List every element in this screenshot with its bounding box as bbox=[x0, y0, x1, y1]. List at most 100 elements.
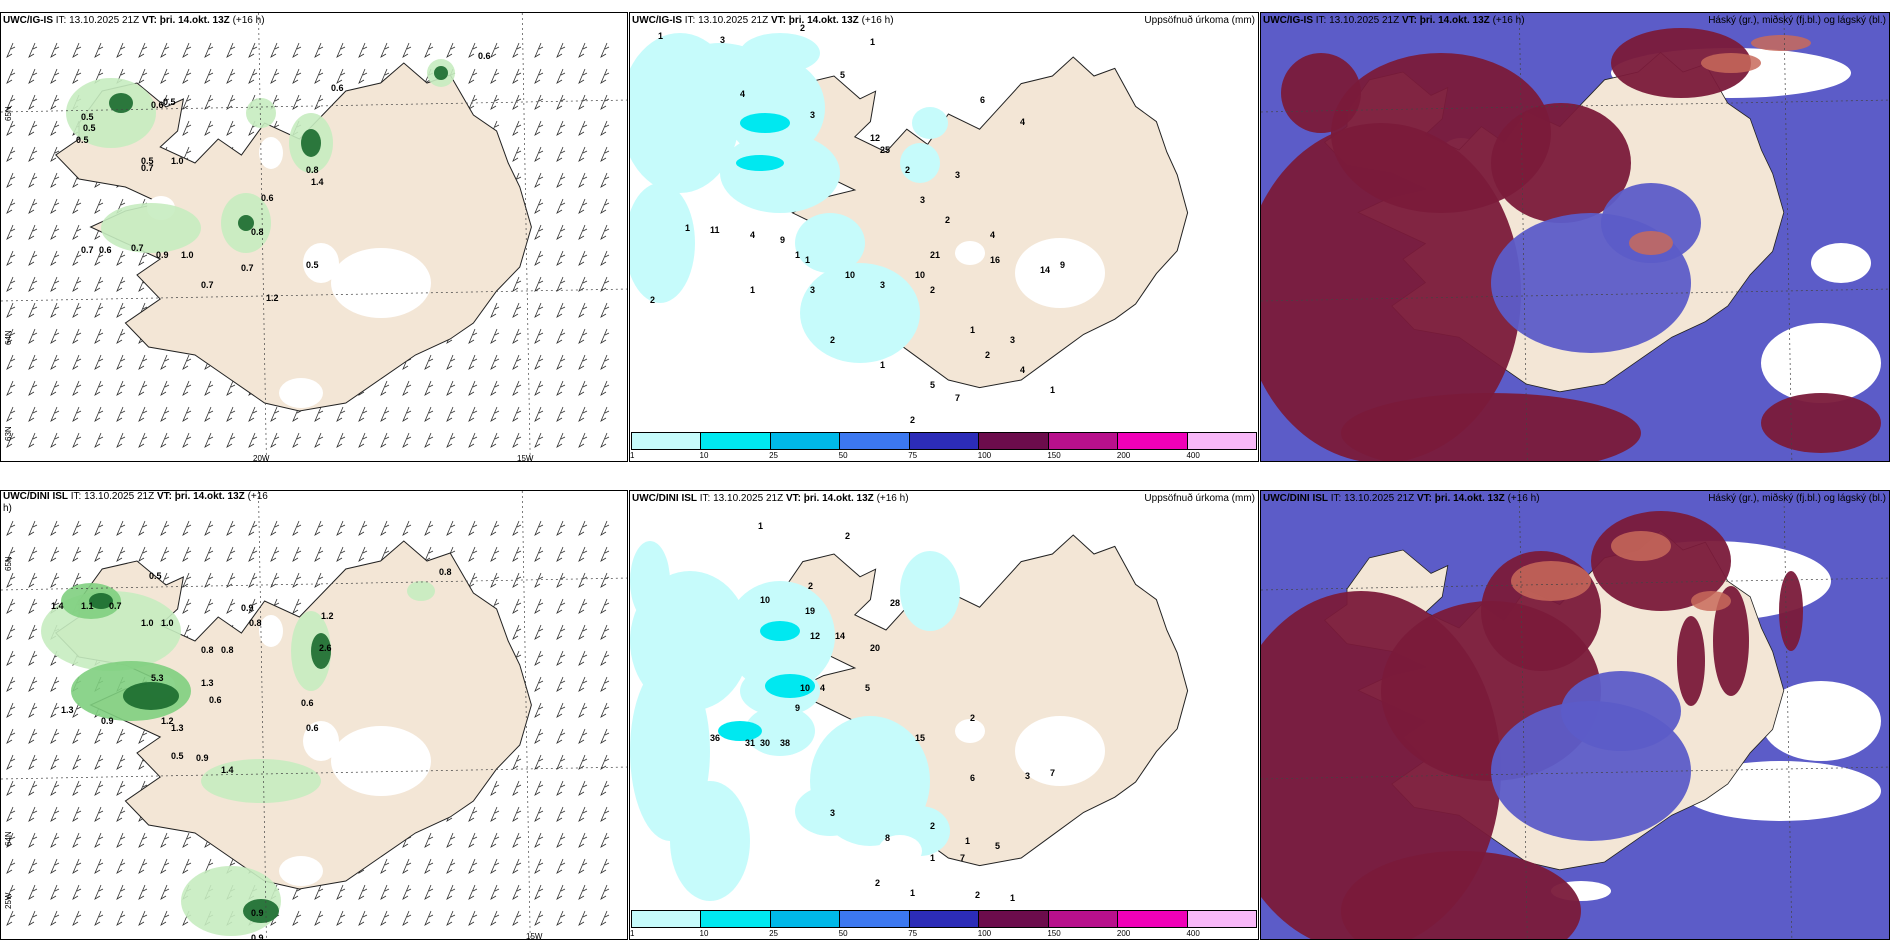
colorbar-tick-label: 10 bbox=[699, 929, 709, 938]
value-label: 0.9 bbox=[156, 250, 169, 260]
value-label: 0.8 bbox=[251, 227, 264, 237]
wind-barb bbox=[204, 520, 214, 536]
wind-barb bbox=[6, 276, 16, 292]
wind-barb bbox=[336, 520, 346, 536]
wind-barb bbox=[28, 702, 38, 718]
value-label: 10 bbox=[760, 595, 770, 605]
wind-barb bbox=[578, 380, 588, 396]
wind-barb bbox=[380, 380, 390, 396]
wind-barb bbox=[6, 676, 16, 692]
wind-barb bbox=[380, 406, 390, 422]
wind-barb bbox=[556, 406, 566, 422]
land-precip bbox=[720, 133, 840, 213]
wind-barb bbox=[204, 68, 214, 84]
snow-field bbox=[434, 66, 448, 80]
wind-barb bbox=[512, 572, 522, 588]
wind-barb bbox=[600, 328, 610, 344]
glacier bbox=[303, 243, 339, 283]
colorbar-segment bbox=[1118, 911, 1188, 927]
wind-barb bbox=[468, 546, 478, 562]
value-label: 0.5 bbox=[163, 97, 176, 107]
value-label: 1.0 bbox=[161, 618, 174, 628]
wind-barb bbox=[72, 702, 82, 718]
wind-barb bbox=[556, 546, 566, 562]
wind-barb bbox=[512, 94, 522, 110]
wind-barb bbox=[50, 276, 60, 292]
wind-barb bbox=[72, 780, 82, 796]
wind-barb bbox=[94, 302, 104, 318]
wind-barb bbox=[578, 806, 588, 822]
wind-barb bbox=[138, 910, 148, 926]
value-label: 0.6 bbox=[151, 100, 164, 110]
wind-barb bbox=[534, 198, 544, 214]
land-precip-heavy bbox=[740, 113, 790, 133]
wind-barb bbox=[50, 832, 60, 848]
map-panel-igis-cloud[interactable]: UWC/IG-IS IT: 13.10.2025 21Z VT: þri. 14… bbox=[1260, 12, 1890, 462]
colorbar-segment bbox=[632, 433, 702, 449]
wind-barb bbox=[600, 728, 610, 744]
wind-barb bbox=[578, 302, 588, 318]
wind-barb bbox=[72, 380, 82, 396]
wind-barb bbox=[292, 598, 302, 614]
wind-barb bbox=[6, 146, 16, 162]
value-label: 0.6 bbox=[478, 51, 491, 61]
wind-barb bbox=[50, 754, 60, 770]
wind-barb bbox=[6, 250, 16, 266]
wind-barb bbox=[50, 354, 60, 370]
value-label: 7 bbox=[955, 393, 960, 403]
wind-barb bbox=[226, 406, 236, 422]
wind-barb bbox=[116, 380, 126, 396]
panel-field-title: Háský (gr.), miðský (fj.bl.) og lágský (… bbox=[1708, 493, 1886, 504]
wind-barb bbox=[600, 380, 610, 396]
wind-barb bbox=[204, 120, 214, 136]
wind-barb bbox=[512, 302, 522, 318]
wind-barb bbox=[6, 546, 16, 562]
wind-barb bbox=[50, 702, 60, 718]
value-label: 1.0 bbox=[181, 250, 194, 260]
value-label: 9 bbox=[780, 235, 785, 245]
value-label: 0.8 bbox=[221, 645, 234, 655]
land-precip bbox=[725, 58, 825, 158]
wind-barb bbox=[490, 832, 500, 848]
wind-barb bbox=[490, 302, 500, 318]
wind-barb bbox=[204, 598, 214, 614]
wind-barb bbox=[600, 520, 610, 536]
wind-barb bbox=[490, 328, 500, 344]
wind-barb bbox=[578, 884, 588, 900]
colorbar-segment bbox=[701, 433, 771, 449]
wind-barb bbox=[534, 224, 544, 240]
wind-barb bbox=[28, 120, 38, 136]
colorbar-tick-label: 100 bbox=[977, 451, 992, 460]
wind-barb bbox=[182, 432, 192, 448]
map-panel-igis-wind[interactable]: UWC/IG-IS IT: 13.10.2025 21Z VT: þri. 14… bbox=[0, 12, 628, 462]
wind-barb bbox=[446, 380, 456, 396]
wind-barb bbox=[402, 884, 412, 900]
wind-barb bbox=[248, 42, 258, 58]
value-label: 0.7 bbox=[109, 601, 122, 611]
wind-barb bbox=[468, 910, 478, 926]
wind-barb bbox=[380, 432, 390, 448]
wind-barb bbox=[116, 302, 126, 318]
wind-barb bbox=[424, 42, 434, 58]
map-panel-dini-cloud[interactable]: UWC/DINI ISL IT: 13.10.2025 21Z VT: þri.… bbox=[1260, 490, 1890, 940]
value-label: 5 bbox=[995, 841, 1000, 851]
wind-barb bbox=[28, 250, 38, 266]
value-label: 2 bbox=[930, 285, 935, 295]
map-panel-igis-precip[interactable]: UWC/IG-IS IT: 13.10.2025 21Z VT: þri. 14… bbox=[629, 12, 1259, 462]
wind-barb bbox=[6, 702, 16, 718]
colorbar-tick-label: 400 bbox=[1186, 929, 1200, 938]
wind-barb bbox=[72, 42, 82, 58]
wind-barb bbox=[358, 520, 368, 536]
glacier bbox=[259, 137, 283, 169]
wind-barb bbox=[292, 520, 302, 536]
value-label: 30 bbox=[760, 738, 770, 748]
map-panel-dini-wind[interactable]: UWC/DINI ISL IT: 13.10.2025 21Z VT: þri.… bbox=[0, 490, 628, 940]
value-label: 4 bbox=[820, 683, 825, 693]
wind-barb bbox=[6, 572, 16, 588]
map-panel-dini-precip[interactable]: UWC/DINI ISL IT: 13.10.2025 21Z VT: þri.… bbox=[629, 490, 1259, 940]
snow-field bbox=[66, 78, 156, 148]
wind-barb bbox=[50, 172, 60, 188]
glacier bbox=[955, 719, 985, 743]
cloud-high-layer bbox=[1341, 851, 1581, 939]
